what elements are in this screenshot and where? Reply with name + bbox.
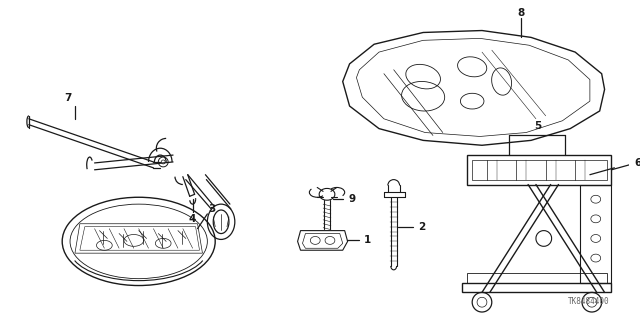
- Text: TK8484400: TK8484400: [568, 297, 609, 306]
- Text: 8: 8: [518, 8, 525, 18]
- Text: 6: 6: [634, 158, 640, 168]
- Text: 7: 7: [65, 93, 72, 103]
- Text: 3: 3: [209, 204, 216, 214]
- Text: 1: 1: [364, 235, 372, 245]
- Text: 9: 9: [349, 194, 356, 204]
- Text: 5: 5: [534, 121, 541, 131]
- Text: 4: 4: [189, 214, 196, 224]
- Text: 2: 2: [418, 222, 426, 232]
